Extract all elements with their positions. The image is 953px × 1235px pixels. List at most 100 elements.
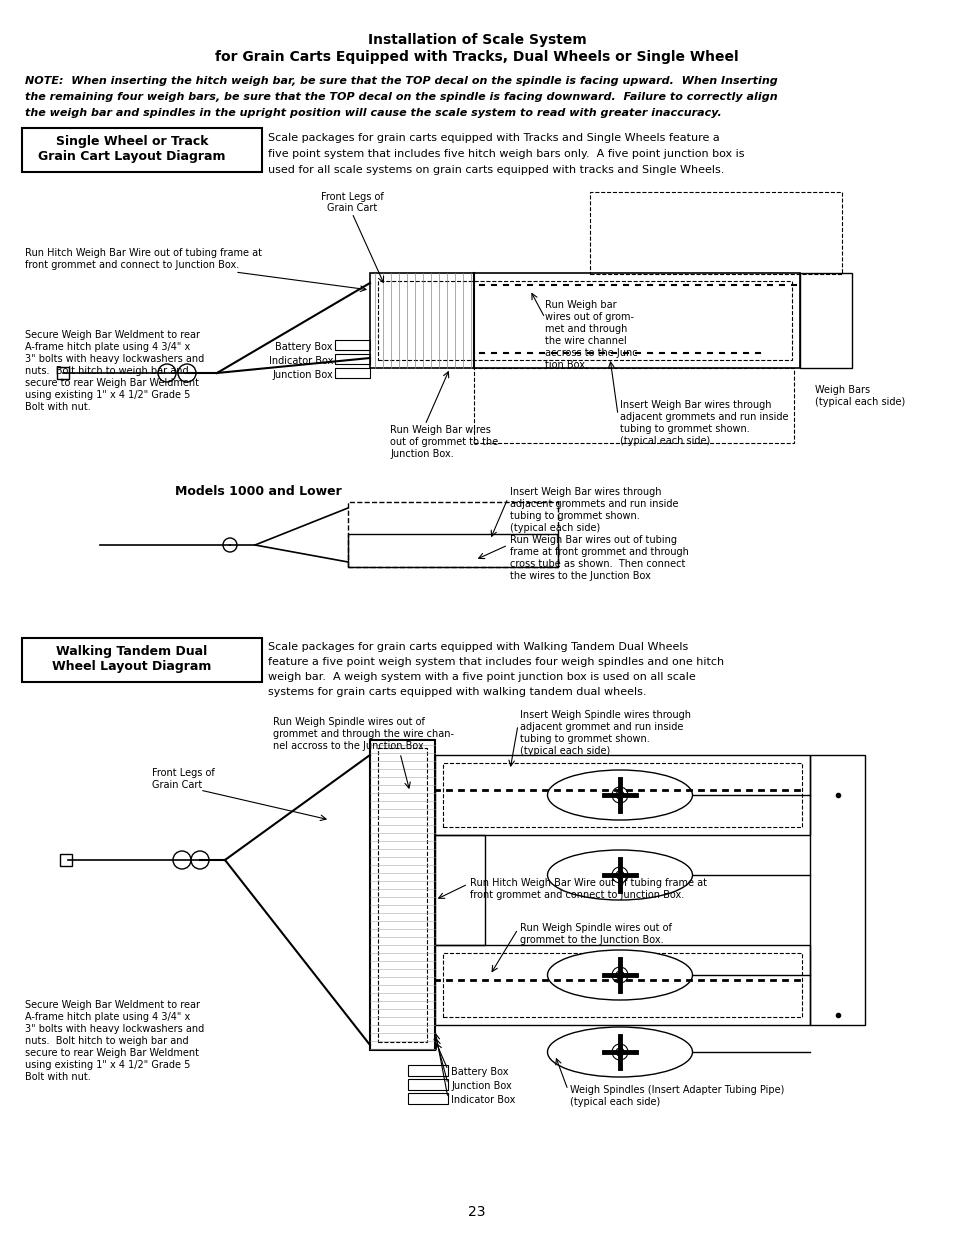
Bar [800,273,851,368]
Text: tion Box.: tion Box. [544,359,587,370]
Text: (typical each side): (typical each side) [814,396,904,408]
Bar [377,282,791,359]
Text: Scale packages for grain carts equipped with Tracks and Single Wheels feature a: Scale packages for grain carts equipped … [268,133,719,143]
Text: secure to rear Weigh Bar Weldment: secure to rear Weigh Bar Weldment [25,1049,199,1058]
Ellipse shape [547,1028,692,1077]
Text: nel accross to the Junction Box.: nel accross to the Junction Box. [273,741,426,751]
Text: (typical each side): (typical each side) [569,1097,659,1107]
Text: Bolt with nut.: Bolt with nut. [25,403,91,412]
Text: adjacent grommets and run inside: adjacent grommets and run inside [510,499,678,509]
Bar [348,501,558,567]
Bar [370,740,435,1050]
Text: secure to rear Weigh Bar Weldment: secure to rear Weigh Bar Weldment [25,378,199,388]
Text: NOTE:  When inserting the hitch weigh bar, be sure that the TOP decal on the spi: NOTE: When inserting the hitch weigh bar… [25,77,777,86]
Text: Grain Cart: Grain Cart [152,781,202,790]
Text: Installation of Scale System: Installation of Scale System [367,33,586,47]
Text: Junction Box: Junction Box [272,370,333,380]
Bar [408,1093,448,1104]
Text: Indicator Box: Indicator Box [451,1095,515,1105]
Text: Secure Weigh Bar Weldment to rear: Secure Weigh Bar Weldment to rear [25,1000,200,1010]
Text: Weigh Spindles (Insert Adapter Tubing Pipe): Weigh Spindles (Insert Adapter Tubing Pi… [569,1086,783,1095]
Bar [335,340,370,350]
Bar [335,354,370,364]
Text: front grommet and connect to Junction Box.: front grommet and connect to Junction Bo… [25,261,239,270]
Bar [442,953,801,1016]
Ellipse shape [547,950,692,1000]
Text: Run Weigh bar: Run Weigh bar [544,300,616,310]
Bar [589,191,841,274]
Text: accross to the Junc-: accross to the Junc- [544,348,640,358]
Text: using existing 1" x 4 1/2" Grade 5: using existing 1" x 4 1/2" Grade 5 [25,1060,191,1070]
Text: Models 1000 and Lower: Models 1000 and Lower [174,485,341,498]
Text: tubing to grommet shown.: tubing to grommet shown. [619,424,749,433]
Text: wires out of grom-: wires out of grom- [544,312,634,322]
Text: 23: 23 [468,1205,485,1219]
Bar [408,1065,448,1076]
Text: Insert Weigh Bar wires through: Insert Weigh Bar wires through [619,400,771,410]
Text: Indicator Box: Indicator Box [269,356,333,366]
Text: cross tube as shown.  Then connect: cross tube as shown. Then connect [510,559,684,569]
Text: Bolt with nut.: Bolt with nut. [25,1072,91,1082]
Text: Wheel Layout Diagram: Wheel Layout Diagram [52,659,212,673]
Text: systems for grain carts equipped with walking tandem dual wheels.: systems for grain carts equipped with wa… [268,687,646,697]
Text: Battery Box: Battery Box [451,1067,508,1077]
Text: out of grommet to the: out of grommet to the [390,437,497,447]
Bar [377,748,427,1042]
Text: met and through: met and through [544,324,627,333]
Bar [435,945,809,1025]
Text: nuts.  Bolt hitch to weigh bar and: nuts. Bolt hitch to weigh bar and [25,1036,189,1046]
Bar [435,835,484,945]
Text: Grain Cart Layout Diagram: Grain Cart Layout Diagram [38,149,226,163]
Text: nuts.  Bolt hitch to weigh bar and: nuts. Bolt hitch to weigh bar and [25,366,189,375]
Text: the remaining four weigh bars, be sure that the TOP decal on the spindle is faci: the remaining four weigh bars, be sure t… [25,91,777,103]
Bar [370,273,800,368]
Text: Run Weigh Bar wires: Run Weigh Bar wires [390,425,491,435]
Text: Run Hitch Weigh Bar Wire out of tubing frame at: Run Hitch Weigh Bar Wire out of tubing f… [25,248,262,258]
Bar [809,755,864,1025]
Text: tubing to grommet shown.: tubing to grommet shown. [519,734,649,743]
Ellipse shape [547,850,692,900]
Bar [60,853,71,866]
Text: the wires to the Junction Box: the wires to the Junction Box [510,571,650,580]
Text: for Grain Carts Equipped with Tracks, Dual Wheels or Single Wheel: for Grain Carts Equipped with Tracks, Du… [215,49,738,64]
Text: Front Legs of: Front Legs of [320,191,383,203]
Text: Junction Box: Junction Box [451,1081,511,1091]
Bar [474,368,793,443]
Text: (typical each side): (typical each side) [619,436,709,446]
Text: Insert Weigh Bar wires through: Insert Weigh Bar wires through [510,487,660,496]
Text: grommet to the Junction Box.: grommet to the Junction Box. [519,935,663,945]
Text: grommet and through the wire chan-: grommet and through the wire chan- [273,729,454,739]
Text: A-frame hitch plate using 4 3/4" x: A-frame hitch plate using 4 3/4" x [25,342,190,352]
Text: front grommet and connect to Junction Box.: front grommet and connect to Junction Bo… [470,890,683,900]
Text: Scale packages for grain carts equipped with Walking Tandem Dual Wheels: Scale packages for grain carts equipped … [268,642,687,652]
Text: Grain Cart: Grain Cart [327,203,376,212]
Text: Junction Box.: Junction Box. [390,450,454,459]
Text: Front Legs of: Front Legs of [152,768,214,778]
Text: Insert Weigh Spindle wires through: Insert Weigh Spindle wires through [519,710,690,720]
Text: frame at front grommet and through: frame at front grommet and through [510,547,688,557]
Text: Run Weigh Spindle wires out of: Run Weigh Spindle wires out of [519,923,671,932]
Text: using existing 1" x 4 1/2" Grade 5: using existing 1" x 4 1/2" Grade 5 [25,390,191,400]
Text: (typical each side): (typical each side) [510,522,599,534]
Bar [442,763,801,827]
Text: A-frame hitch plate using 4 3/4" x: A-frame hitch plate using 4 3/4" x [25,1011,190,1023]
Text: feature a five point weigh system that includes four weigh spindles and one hitc: feature a five point weigh system that i… [268,657,723,667]
Bar [335,368,370,378]
Bar [22,128,262,172]
Bar [435,755,809,835]
Text: adjacent grommet and run inside: adjacent grommet and run inside [519,722,682,732]
Text: Single Wheel or Track: Single Wheel or Track [55,135,208,148]
Text: (typical each side): (typical each side) [519,746,610,756]
Text: Run Weigh Spindle wires out of: Run Weigh Spindle wires out of [273,718,424,727]
Text: Battery Box: Battery Box [275,342,333,352]
Text: tubing to grommet shown.: tubing to grommet shown. [510,511,639,521]
Text: the weigh bar and spindles in the upright position will cause the scale system t: the weigh bar and spindles in the uprigh… [25,107,721,119]
Text: the wire channel: the wire channel [544,336,626,346]
Bar [348,534,558,567]
Bar [408,1079,448,1091]
Text: five point system that includes five hitch weigh bars only.  A five point juncti: five point system that includes five hit… [268,149,743,159]
Text: Secure Weigh Bar Weldment to rear: Secure Weigh Bar Weldment to rear [25,330,200,340]
Bar [57,367,69,379]
Ellipse shape [547,769,692,820]
Text: weigh bar.  A weigh system with a five point junction box is used on all scale: weigh bar. A weigh system with a five po… [268,672,695,682]
